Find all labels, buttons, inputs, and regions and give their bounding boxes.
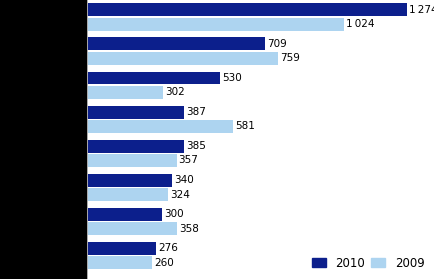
Text: 385: 385 [186, 141, 206, 151]
Text: 387: 387 [186, 107, 206, 117]
Text: 581: 581 [235, 121, 255, 131]
Text: 302: 302 [165, 87, 184, 97]
Text: 300: 300 [164, 209, 184, 219]
Text: 340: 340 [174, 175, 194, 185]
Bar [87, 3, 408, 16]
Bar [87, 37, 265, 50]
Bar [87, 154, 177, 167]
Bar [87, 106, 184, 119]
Text: 759: 759 [280, 53, 299, 63]
Bar [87, 86, 163, 99]
Bar [87, 242, 156, 255]
Text: 260: 260 [154, 258, 174, 268]
Bar [87, 256, 152, 269]
Bar [87, 71, 220, 85]
Text: 357: 357 [179, 155, 198, 165]
Bar [87, 208, 162, 221]
Text: 709: 709 [267, 39, 287, 49]
Bar [87, 52, 278, 65]
Text: 276: 276 [158, 243, 178, 253]
Bar [87, 18, 345, 31]
Legend: 2010, 2009: 2010, 2009 [309, 253, 428, 273]
Bar [87, 174, 172, 187]
Bar [87, 188, 168, 201]
Bar [87, 140, 184, 153]
Text: 1 024: 1 024 [346, 19, 375, 29]
Bar [87, 120, 233, 133]
Text: 530: 530 [222, 73, 242, 83]
Text: 1 274: 1 274 [409, 5, 434, 15]
Bar [87, 222, 177, 235]
Text: 324: 324 [170, 189, 190, 199]
Text: 358: 358 [179, 223, 199, 234]
